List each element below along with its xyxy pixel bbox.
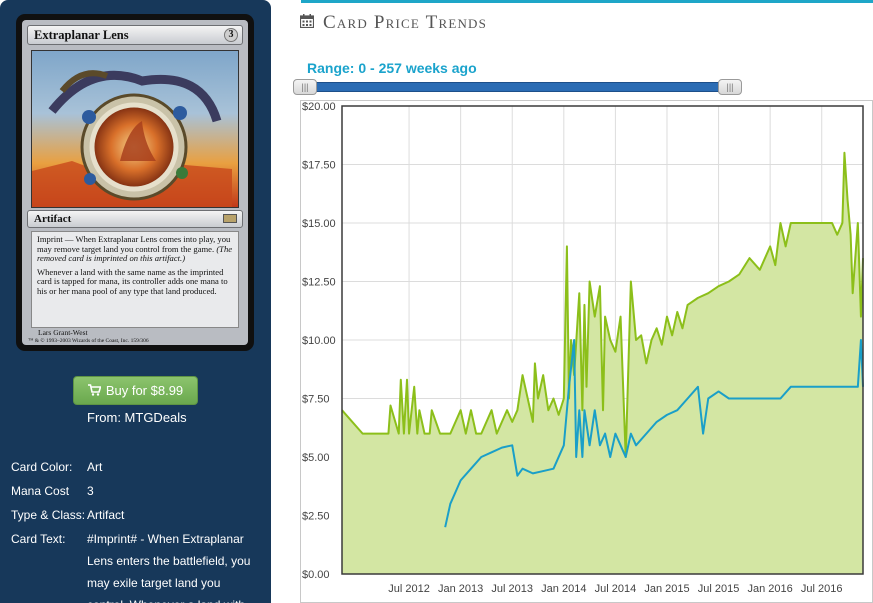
series-a-line [341, 151, 864, 458]
detail-label: Card Color: [11, 460, 73, 474]
detail-row-color: Card Color: Art [11, 455, 257, 479]
x-tick-label: Jul 2015 [698, 583, 740, 595]
card-title-bar: Extraplanar Lens 3 [27, 25, 243, 45]
plot-border [341, 105, 864, 575]
lens-artwork-icon [32, 70, 232, 207]
detail-value: #Imprint# - When Extraplanar Lens enters… [87, 532, 251, 603]
card-type-text: Artifact [34, 213, 72, 225]
detail-row-card-text: Card Text: #Imprint# - When Extraplanar … [11, 527, 257, 603]
calendar-icon [299, 13, 315, 33]
card-name: Extraplanar Lens [34, 28, 129, 42]
x-tick-label: Jul 2016 [801, 583, 843, 595]
card-sidebar: Extraplanar Lens 3 [0, 0, 271, 603]
x-tick-label: Jul 2012 [388, 583, 430, 595]
card-reminder-text: (The removed card is imprinted on this a… [37, 243, 233, 264]
section-heading: Card Price Trends [299, 12, 488, 34]
x-tick-label: Jan 2013 [438, 583, 483, 595]
card-frame: Extraplanar Lens 3 [22, 20, 248, 345]
price-chart-svg: $0.00 $2.50 $5.00 $7.50 $10.00 $12.50 $15.00 $1… [300, 100, 873, 603]
detail-value: Art [87, 460, 103, 474]
y-tick-label: $5.00 [302, 452, 330, 464]
buy-button-label: Buy for $8.99 [105, 383, 184, 398]
y-tick-label: $12.50 [302, 277, 336, 289]
card-artist: Lars Grant-West [38, 328, 88, 337]
range-label: Range: 0 - 257 weeks ago [307, 60, 477, 76]
x-tick-label: Jul 2014 [595, 583, 637, 595]
detail-label: Mana Cost [11, 484, 70, 498]
y-tick-label: $17.50 [302, 160, 336, 172]
card-artwork [31, 50, 239, 208]
detail-label: Card Text: [11, 532, 66, 546]
section-top-rule [301, 0, 873, 3]
x-tick-label: Jan 2014 [541, 583, 586, 595]
x-tick-label: Jan 2016 [748, 583, 793, 595]
y-tick-label: $0.00 [302, 569, 330, 581]
card-image: Extraplanar Lens 3 [16, 14, 254, 351]
x-tick-label: Jan 2015 [644, 583, 689, 595]
card-mana-cost: 3 [224, 28, 238, 42]
y-tick-label: $15.00 [302, 218, 336, 230]
y-tick-label: $10.00 [302, 335, 336, 347]
card-type-line: Artifact [27, 210, 243, 228]
card-details: Card Color: Art Mana Cost 3 Type & Class… [11, 455, 257, 603]
card-rules-paragraph-2: Whenever a land with the same name as th… [37, 266, 228, 296]
buy-button[interactable]: Buy for $8.99 [73, 376, 198, 405]
range-slider[interactable]: ||| ||| [293, 79, 742, 96]
set-symbol-icon [223, 214, 237, 223]
detail-row-mana-cost: Mana Cost 3 [11, 479, 257, 503]
section-title: Card Price Trends [323, 12, 488, 33]
price-chart: $0.00 $2.50 $5.00 $7.50 $10.00 $12.50 $15.00 $1… [300, 100, 873, 603]
shopping-cart-icon [87, 378, 102, 405]
detail-value: 3 [87, 484, 94, 498]
y-tick-label: $20.00 [302, 101, 336, 113]
x-tick-label: Jul 2013 [491, 583, 533, 595]
buy-vendor: From: MTGDeals [87, 410, 187, 425]
card-rules-text: Imprint — When Extraplanar Lens comes in… [31, 231, 239, 328]
y-tick-label: $7.50 [302, 394, 330, 406]
range-slider-end-handle[interactable]: ||| [718, 79, 742, 95]
range-slider-start-handle[interactable]: ||| [293, 79, 317, 95]
card-copyright: ™ & © 1993–2003 Wizards of the Coast, In… [28, 338, 149, 344]
y-tick-label: $2.50 [302, 511, 330, 523]
series-b-line [444, 339, 864, 528]
detail-value: Artifact [87, 508, 125, 522]
card-rules-paragraph-1: Imprint — When Extraplanar Lens comes in… [37, 234, 233, 264]
detail-row-type: Type & Class: Artifact [11, 503, 257, 527]
detail-label: Type & Class: [11, 508, 86, 522]
range-slider-track[interactable] [297, 82, 738, 92]
